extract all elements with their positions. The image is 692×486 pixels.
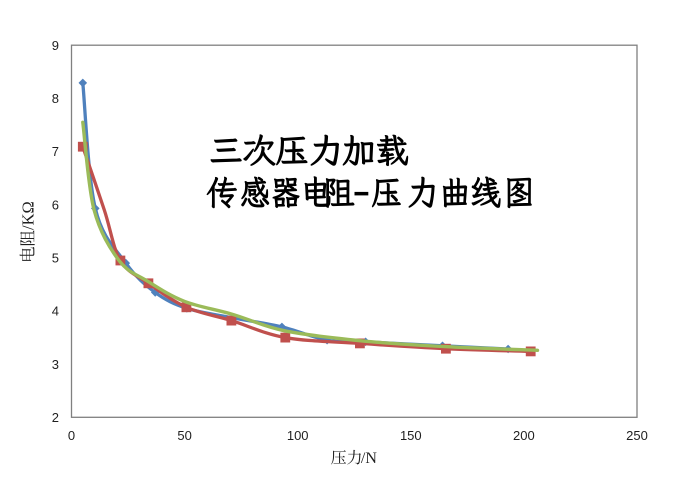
svg-text:6: 6 (52, 197, 59, 212)
svg-text:4: 4 (52, 304, 59, 319)
svg-text:250: 250 (626, 428, 648, 443)
svg-text:8: 8 (52, 91, 59, 106)
svg-text:0: 0 (68, 428, 75, 443)
svg-text:5: 5 (52, 251, 59, 266)
svg-text:150: 150 (400, 428, 422, 443)
svg-text:9: 9 (52, 38, 59, 53)
svg-text:3: 3 (52, 357, 59, 372)
svg-text:2: 2 (52, 410, 59, 425)
svg-text:7: 7 (52, 144, 59, 159)
svg-text:50: 50 (177, 428, 191, 443)
svg-text:/N: /N (361, 450, 377, 467)
svg-text:100: 100 (287, 428, 309, 443)
svg-text:200: 200 (513, 428, 535, 443)
svg-text:/KΩ: /KΩ (19, 201, 38, 230)
